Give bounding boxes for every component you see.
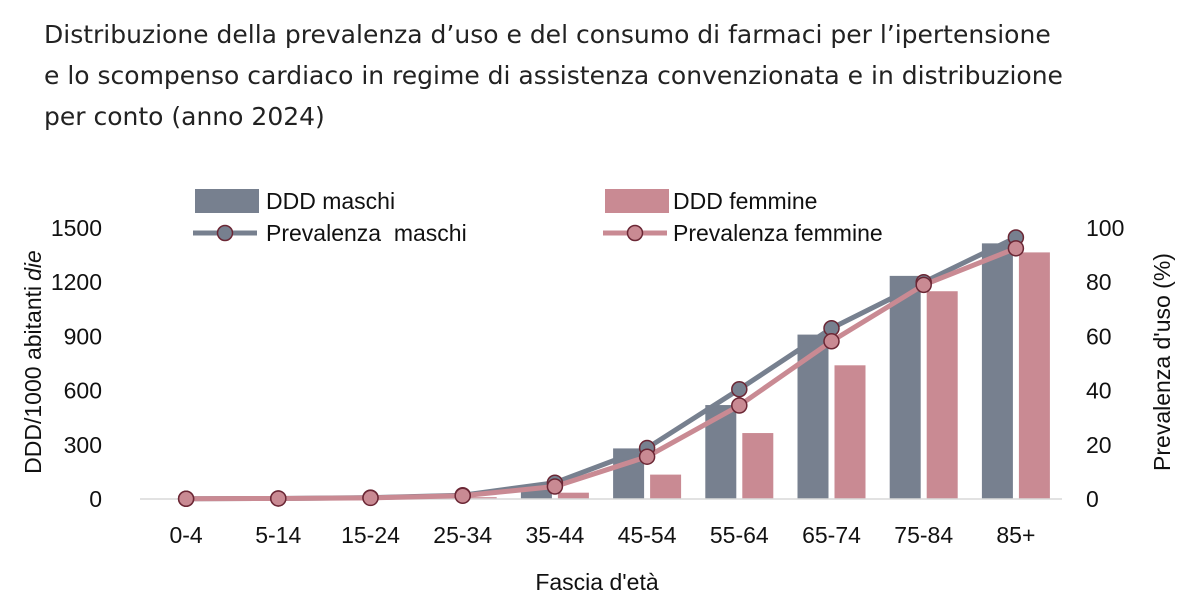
bar-ddd-maschi-85+ [981, 243, 1013, 499]
point-prevalenza-femmine-0-4 [177, 490, 195, 507]
y-right-tick-0: 0 [1086, 486, 1099, 512]
y-left-tick-900: 900 [64, 323, 102, 349]
title-line-3: per conto (anno 2024) [44, 102, 325, 131]
y-axis-right-ticks: 0 20 40 60 80 100 [1086, 215, 1124, 512]
legend-label-ddd-femmine: DDD femmine [673, 188, 817, 214]
bars-layer [152, 243, 1050, 499]
x-tick-55-64: 55-64 [710, 522, 769, 548]
point-prevalenza-femmine-75-84 [915, 276, 932, 294]
x-tick-35-44: 35-44 [525, 522, 584, 548]
bar-ddd-femmine-75-84 [926, 291, 958, 499]
y-right-tick-60: 60 [1086, 323, 1112, 349]
x-tick-0-4: 0-4 [169, 522, 202, 548]
bar-ddd-femmine-45-54 [650, 474, 682, 499]
bar-ddd-femmine-65-74 [834, 365, 866, 499]
point-prevalenza-maschi-55-64 [731, 380, 748, 398]
x-tick-15-24: 15-24 [341, 522, 400, 548]
x-tick-85+: 85+ [996, 522, 1035, 548]
bar-ddd-maschi-75-84 [889, 275, 921, 499]
x-tick-25-34: 25-34 [433, 522, 492, 548]
point-prevalenza-femmine-45-54 [638, 448, 656, 465]
point-prevalenza-femmine-15-24 [362, 489, 379, 507]
legend-swatch-ddd-maschi [195, 189, 259, 213]
y-left-tick-0: 0 [89, 486, 102, 512]
y-left-tick-1500: 1500 [51, 215, 102, 241]
y-axis-left-title-italic: die [20, 250, 46, 281]
x-tick-5-14: 5-14 [255, 522, 301, 548]
bar-ddd-femmine-55-64 [742, 433, 774, 499]
y-axis-left-title-main: DDD/1000 abitanti [20, 286, 46, 474]
chart-title: Distribuzione della prevalenza d’uso e d… [44, 14, 1164, 137]
y-axis-left-title: DDD/1000 abitanti die [20, 250, 46, 474]
legend-swatch-ddd-femmine [605, 189, 669, 213]
x-tick-65-74: 65-74 [802, 522, 861, 548]
x-axis-ticks: 0-4 5-14 15-24 25-34 35-44 45-54 55-64 65-74 75-… [169, 522, 1035, 548]
legend-marker-prev-maschi [216, 224, 234, 242]
y-left-tick-1200: 1200 [51, 269, 102, 295]
legend-marker-prev-femmine [626, 224, 644, 242]
y-axis-left-ticks: 0 300 600 900 1200 1500 [51, 215, 102, 512]
bar-ddd-femmine-35-44 [557, 492, 589, 499]
x-axis-title: Fascia d'età [535, 569, 658, 595]
y-left-tick-600: 600 [64, 378, 102, 404]
y-left-tick-300: 300 [64, 432, 102, 458]
x-tick-45-54: 45-54 [618, 522, 677, 548]
y-right-tick-100: 100 [1086, 215, 1124, 241]
point-prevalenza-femmine-55-64 [731, 397, 748, 414]
y-right-tick-80: 80 [1086, 269, 1112, 295]
point-prevalenza-femmine-25-34 [454, 487, 471, 504]
bar-ddd-femmine-85+ [1018, 252, 1050, 499]
legend-label-prev-femmine: Prevalenza femmine [673, 220, 883, 246]
title-line-1: Distribuzione della prevalenza d’uso e d… [44, 20, 1051, 49]
point-prevalenza-femmine-5-14 [270, 490, 287, 507]
lines-layer [177, 229, 1025, 507]
y-axis-right-title: Prevalenza d'uso (%) [1149, 253, 1175, 471]
bar-ddd-maschi-35-44 [520, 488, 552, 499]
line-prevalenza-femmine [183, 245, 1019, 502]
y-right-tick-20: 20 [1086, 432, 1112, 458]
legend-label-prev-maschi: Prevalenza maschi [266, 220, 467, 246]
bar-ddd-femmine-25-34 [465, 497, 497, 499]
legend-label-ddd-maschi: DDD maschi [266, 188, 395, 214]
title-line-2: e lo scompenso cardiaco in regime di ass… [44, 61, 1063, 90]
legend: DDD maschi DDD femmine Prevalenza maschi… [193, 188, 883, 246]
x-tick-75-84: 75-84 [894, 522, 953, 548]
point-prevalenza-femmine-85+ [1007, 240, 1025, 257]
y-right-tick-40: 40 [1086, 378, 1112, 404]
point-prevalenza-femmine-35-44 [546, 478, 564, 495]
point-prevalenza-femmine-65-74 [823, 333, 840, 350]
